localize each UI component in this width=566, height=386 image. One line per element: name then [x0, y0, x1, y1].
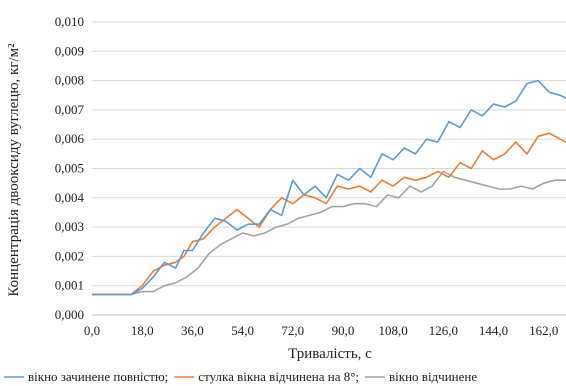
y-tick-label: 0,006: [55, 131, 85, 146]
y-tick-label: 0,004: [55, 190, 85, 205]
legend-label-0: вікно зачинене повністю;: [28, 369, 168, 384]
x-tick-label: 18,0: [131, 323, 154, 338]
legend-label-1: стулка вікна відчинена на 8°;: [198, 369, 359, 384]
y-tick-label: 0,008: [55, 73, 84, 88]
y-axis-ticks: 0,000 0,001 0,002 0,003 0,004 0,005 0,006 0,007…: [55, 14, 85, 322]
y-tick-label: 0,002: [55, 248, 84, 263]
y-tick-label: 0,005: [55, 161, 84, 176]
x-tick-label: 162,0: [529, 323, 558, 338]
y-axis-title: Концентрація двооксиду вуглецю, кг/м²: [6, 43, 22, 297]
x-axis-ticks: 0,0 18,0 36,0 54,0 72,0 90,0 108,0 126,0 144,0 16…: [84, 323, 558, 338]
x-tick-label: 144,0: [479, 323, 508, 338]
y-tick-label: 0,001: [55, 278, 84, 293]
x-tick-label: 90,0: [332, 323, 355, 338]
y-tick-label: 0,007: [55, 102, 85, 117]
series-line-2: [92, 170, 566, 296]
series-lines: [92, 79, 566, 296]
x-tick-label: 36,0: [181, 323, 204, 338]
series-line-1: [92, 132, 566, 296]
x-tick-label: 108,0: [379, 323, 408, 338]
y-tick-label: 0,009: [55, 43, 84, 58]
y-tick-label: 0,000: [55, 307, 84, 322]
x-axis-title: Тривалість, с: [288, 346, 372, 362]
series-line-0: [92, 79, 566, 296]
x-tick-label: 54,0: [231, 323, 254, 338]
y-tick-label: 0,003: [55, 219, 84, 234]
x-tick-label: 0,0: [84, 323, 100, 338]
x-tick-label: 126,0: [429, 323, 458, 338]
legend: вікно зачинене повністю; стулка вікна від…: [4, 369, 477, 384]
x-tick-label: 72,0: [281, 323, 304, 338]
legend-label-2: вікно відчинене: [389, 369, 477, 384]
y-tick-label: 0,010: [55, 14, 84, 29]
gridlines: [92, 21, 566, 287]
